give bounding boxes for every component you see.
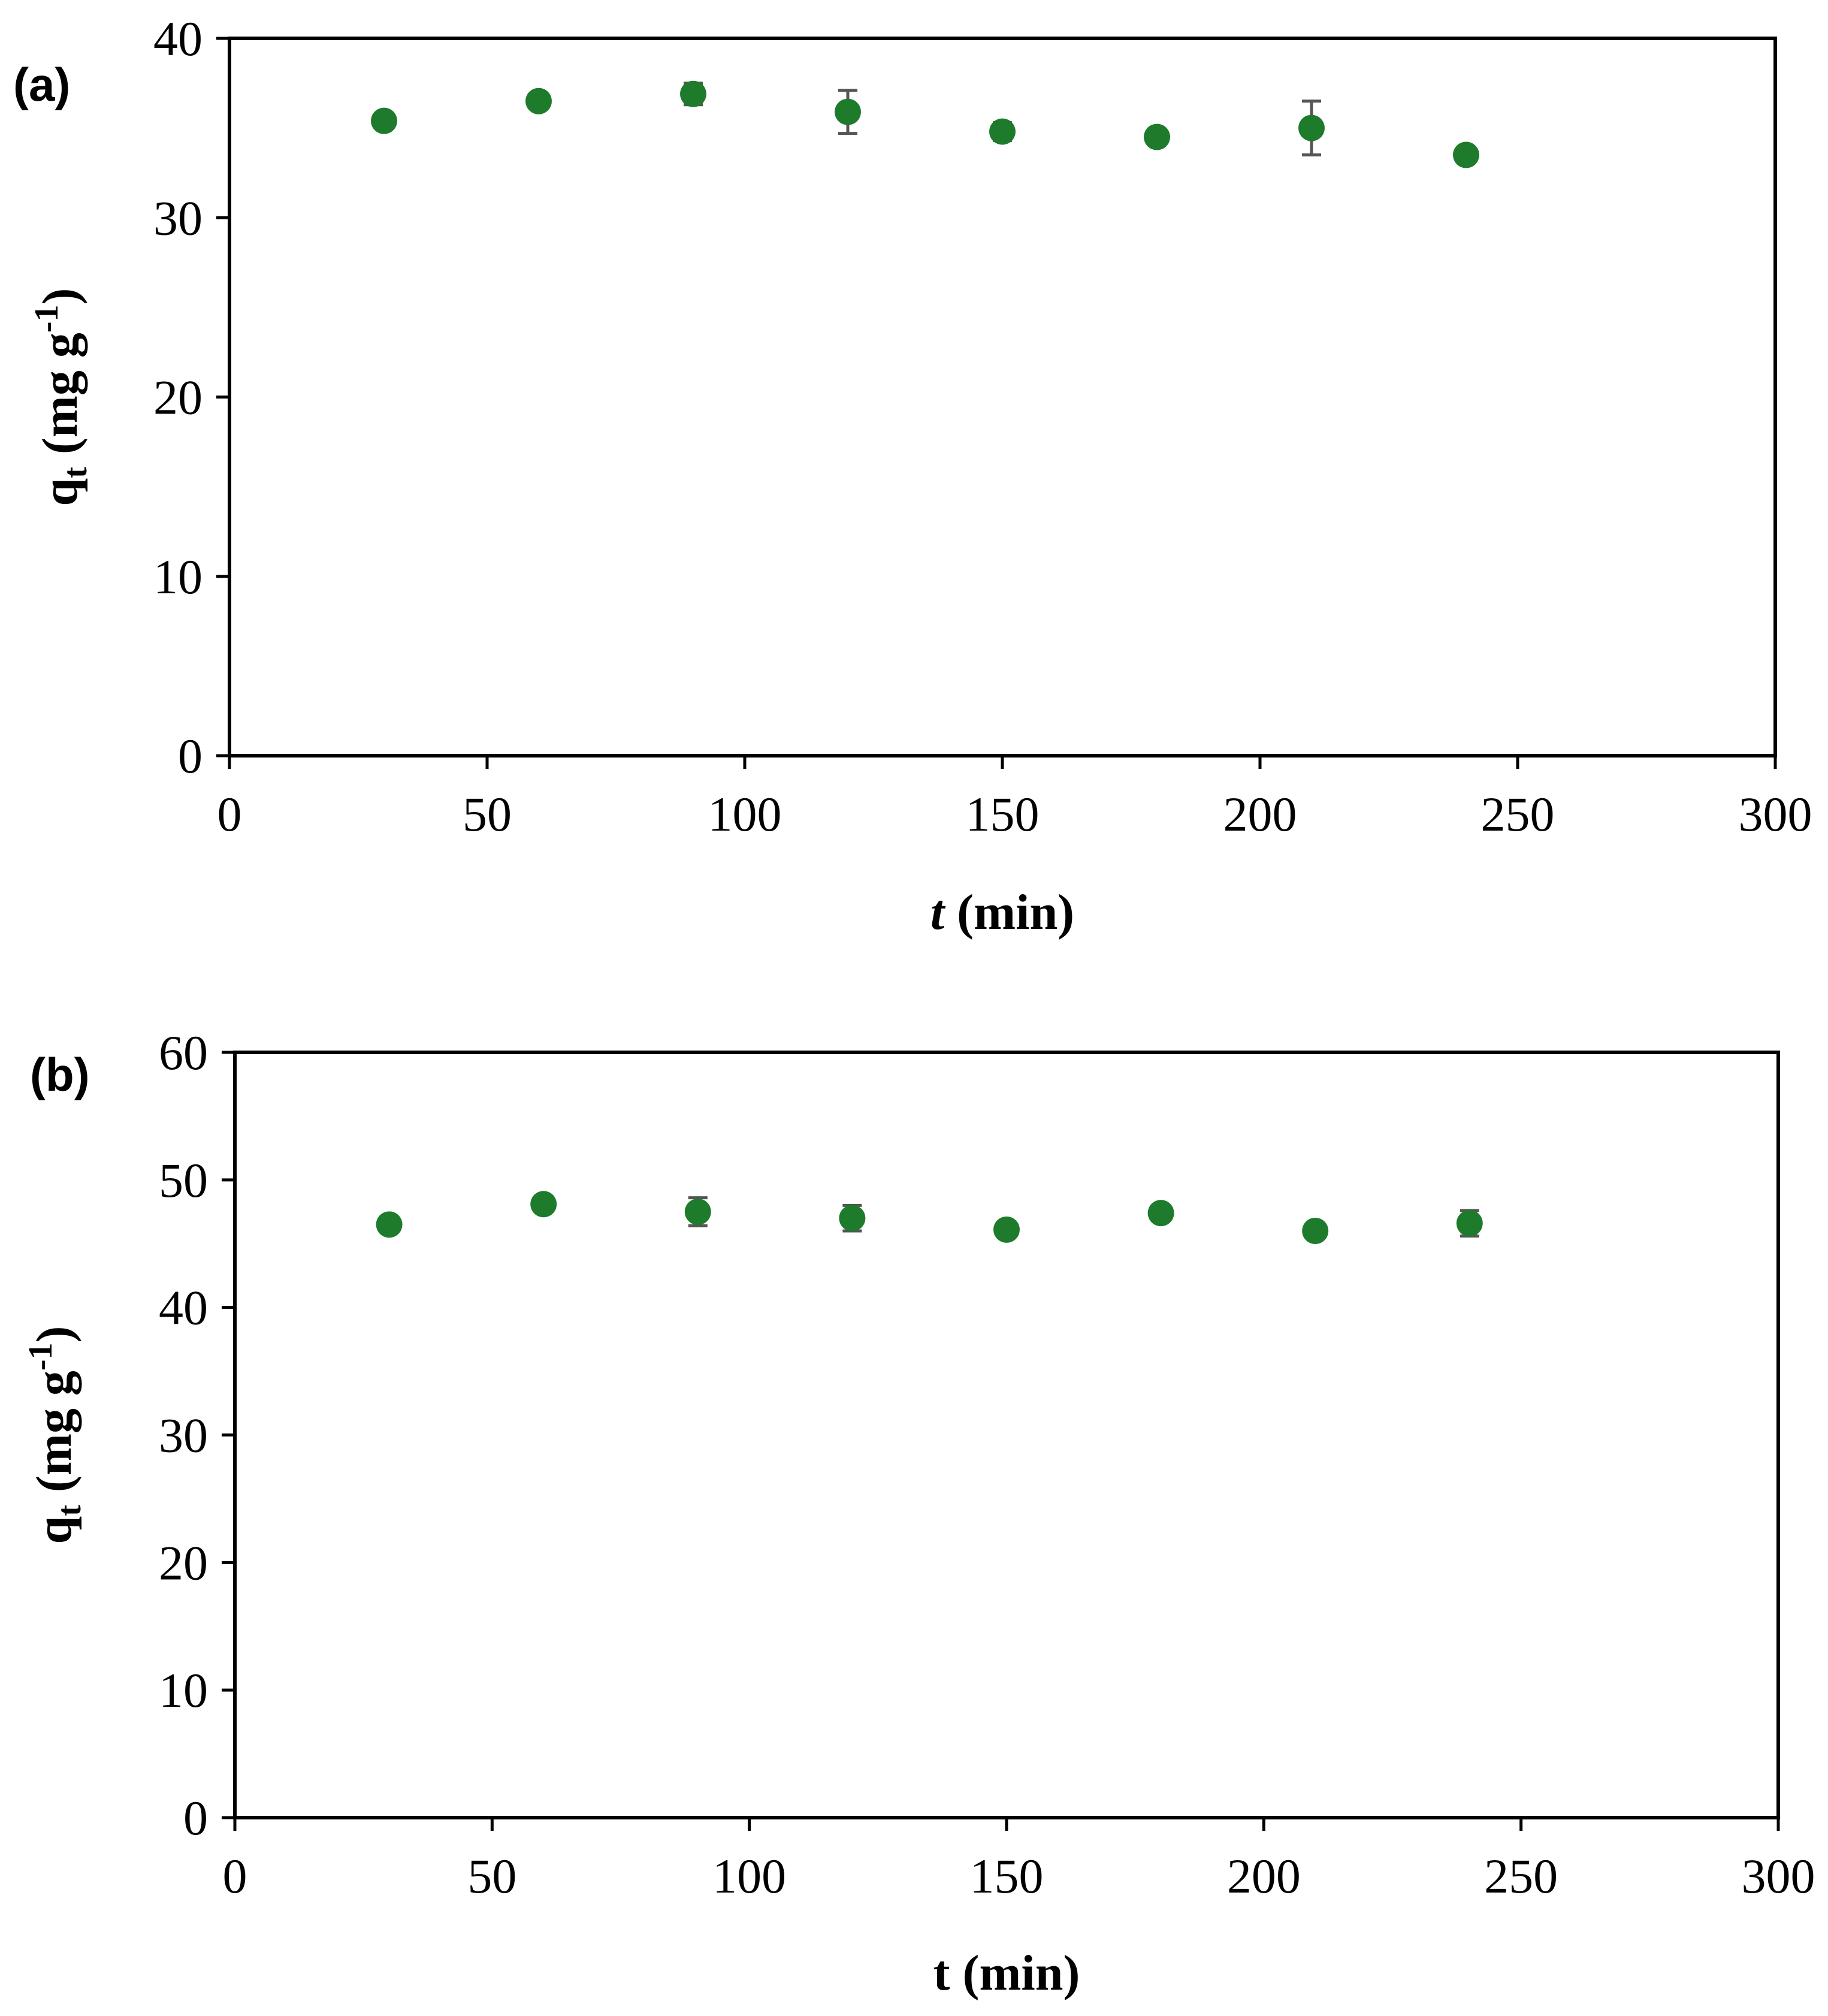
panel-a-y-axis-title: qt (mg g-1) bbox=[28, 288, 94, 506]
panel-b-marker bbox=[993, 1216, 1020, 1243]
panel-b-marker bbox=[1147, 1200, 1174, 1227]
panel-b-y-tick-label: 10 bbox=[159, 1663, 208, 1718]
panel-b-y-tick-label: 50 bbox=[159, 1153, 208, 1208]
panel-b-y-tick-label: 0 bbox=[183, 1791, 208, 1845]
panel-a-data-point bbox=[1298, 99, 1325, 157]
panel-b-data-point bbox=[1456, 1209, 1483, 1238]
panel-a-marker bbox=[1298, 114, 1325, 141]
panel-a-y-tick-label: 0 bbox=[178, 729, 203, 783]
panel-b-plot-frame bbox=[233, 1051, 1780, 1819]
panel-b-x-tick-label: 50 bbox=[467, 1849, 516, 1903]
panel-a-data-point bbox=[1144, 123, 1170, 150]
panel-b-y-tick-label: 20 bbox=[159, 1535, 208, 1590]
panel-b-x-tick-label: 300 bbox=[1742, 1849, 1815, 1903]
panel-b-x-tick-label: 250 bbox=[1484, 1849, 1558, 1903]
panel-b-marker bbox=[1302, 1217, 1329, 1244]
panel-b-x-tick-label: 100 bbox=[712, 1849, 786, 1903]
panel-a-data-point bbox=[680, 80, 706, 107]
panel-b-data-point bbox=[1147, 1200, 1174, 1227]
panel-b-marker bbox=[1456, 1210, 1483, 1237]
panel-b-data-point bbox=[530, 1191, 557, 1218]
panel-a-x-tick-label: 150 bbox=[966, 787, 1040, 841]
panel-b-y-tick-label: 30 bbox=[159, 1408, 208, 1463]
panel-a-x-tick-label: 100 bbox=[708, 787, 782, 841]
panel-b-marker bbox=[684, 1199, 711, 1226]
panel-b-label: (b) bbox=[30, 1048, 90, 1101]
chart-panel-b: (b) 0 50 100 150 200 250 300 0 10 20 30 40 50 60 t (min… bbox=[22, 1025, 1815, 2001]
panel-a-marker bbox=[680, 80, 706, 107]
panel-b-y-tick-label: 40 bbox=[159, 1281, 208, 1335]
panel-a-marker bbox=[525, 87, 552, 114]
panel-b-x-tick-label: 200 bbox=[1227, 1849, 1301, 1903]
panel-b-x-axis-title: t (min) bbox=[933, 1945, 1080, 2001]
panel-b-data-point bbox=[993, 1216, 1020, 1243]
panel-b-marker bbox=[530, 1191, 557, 1218]
panel-a-marker bbox=[1144, 123, 1170, 150]
panel-a-data-point bbox=[1453, 141, 1479, 168]
panel-a-y-tick-label: 20 bbox=[153, 370, 203, 425]
panel-a-x-axis-title: t (min) bbox=[930, 885, 1074, 940]
panel-a-data-point bbox=[371, 107, 397, 134]
panel-a-marker bbox=[835, 98, 861, 125]
panel-a-y-tick-label: 30 bbox=[153, 191, 203, 245]
panel-a-label: (a) bbox=[13, 58, 70, 111]
panel-a-x-tick-label: 300 bbox=[1739, 787, 1812, 841]
panel-b-data-point bbox=[684, 1196, 711, 1227]
panel-a-x-tick-label: 200 bbox=[1223, 787, 1297, 841]
panel-b-x-tick-label: 150 bbox=[970, 1849, 1044, 1903]
panel-b-data-point bbox=[376, 1211, 403, 1238]
panel-a-x-tick-label: 50 bbox=[463, 787, 512, 841]
panel-a-x-tick-label: 250 bbox=[1481, 787, 1555, 841]
panel-b-y-tick-label: 60 bbox=[159, 1025, 208, 1080]
panel-b-marker bbox=[839, 1205, 866, 1232]
panel-a-data-point bbox=[989, 118, 1016, 145]
panel-a-x-tick-label: 0 bbox=[217, 787, 242, 841]
panel-b-marker bbox=[376, 1211, 403, 1238]
panel-a-marker bbox=[371, 107, 397, 134]
panel-b-y-axis-title: qt (mg g-1) bbox=[22, 1326, 88, 1544]
panel-a-y-tick-label: 40 bbox=[153, 11, 203, 66]
panel-b-x-tick-label: 0 bbox=[223, 1849, 247, 1903]
panel-a-plot-frame bbox=[228, 37, 1777, 757]
panel-a-y-tick-label: 10 bbox=[153, 550, 203, 604]
chart-panel-a: (a) 0 50 100 150 200 250 300 0 10 20 30 40 t (min) qt … bbox=[13, 11, 1812, 940]
panel-a-marker bbox=[989, 118, 1016, 145]
panel-a-data-point bbox=[525, 87, 552, 114]
panel-b-data-point bbox=[1302, 1217, 1329, 1244]
panel-b-data-point bbox=[839, 1203, 866, 1233]
panel-a-marker bbox=[1453, 141, 1479, 168]
panel-a-data-point bbox=[835, 89, 861, 135]
